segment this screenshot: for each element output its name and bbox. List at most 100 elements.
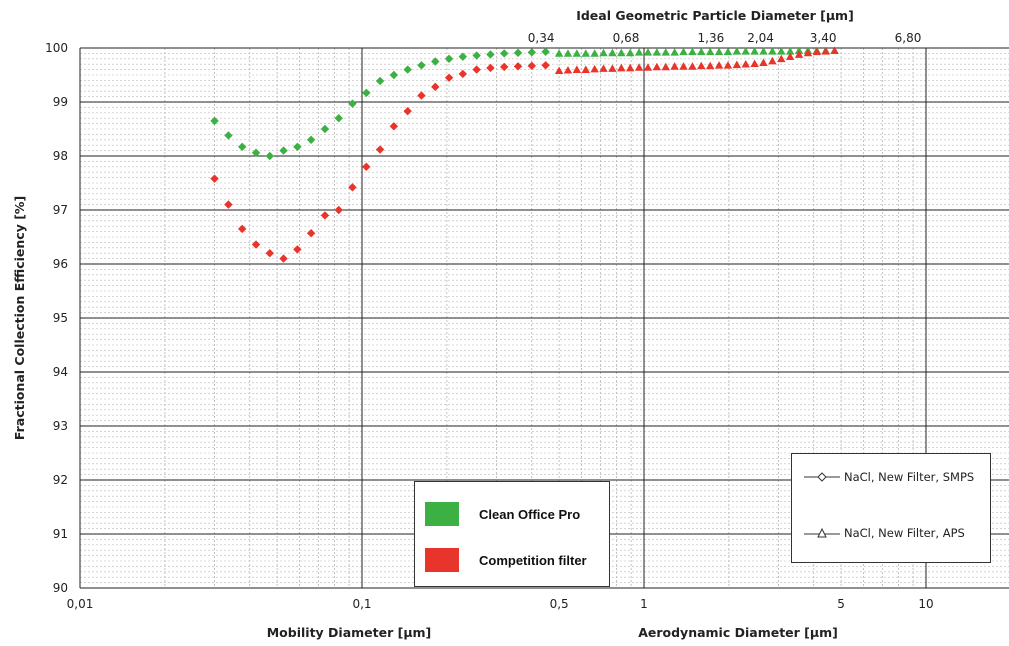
competition-filter-smps-point (431, 82, 440, 92)
competition-filter-aps-point (777, 54, 786, 63)
competition-filter-smps-point (251, 240, 261, 249)
clean-office-pro-smps-point (403, 65, 412, 74)
diamond-line-icon (804, 472, 840, 482)
clean-office-pro-smps-point (375, 76, 385, 86)
clean-office-pro-aps-point (652, 48, 662, 56)
clean-office-pro-aps-point (688, 47, 697, 56)
x-tick-label-top: 0,68 (613, 31, 640, 45)
clean-office-pro-aps-point (750, 47, 759, 55)
competition-filter-aps-point (652, 62, 662, 71)
clean-office-pro-smps-point (486, 50, 495, 59)
x-tick-label-bottom: 1 (640, 597, 648, 611)
clean-office-pro-aps-point (608, 48, 617, 57)
clean-office-pro-smps-point (279, 146, 288, 155)
competition-filter-aps-point (732, 60, 742, 69)
x-tick-label-top: 3,40 (810, 31, 837, 45)
competition-filter-aps-point (821, 47, 830, 55)
clean-office-pro-aps-point (625, 48, 635, 57)
competition-filter-smps-point (458, 69, 468, 79)
competition-filter-aps-point (581, 65, 590, 73)
competition-filter-aps-point (705, 61, 715, 70)
y-tick-label: 100 (45, 41, 68, 55)
competition-filter-smps-point (541, 61, 550, 70)
x-axis-title-aerodynamic: Aerodynamic Diameter [µm] (638, 625, 838, 640)
competition-filter-aps-point (714, 61, 724, 69)
competition-filter-aps-point (830, 46, 839, 55)
x-tick-label-bottom: 0,5 (550, 597, 569, 611)
legend-label: NaCl, New Filter, APS (844, 526, 965, 540)
x-tick-label-bottom: 10 (918, 597, 933, 611)
legend-swatch-red (425, 548, 459, 572)
clean-office-pro-aps-point (590, 49, 599, 57)
manufacturer-legend: Clean Office Pro Competition filter (414, 481, 610, 587)
clean-office-pro-aps-point (572, 49, 582, 57)
clean-office-pro-aps-point (714, 47, 724, 56)
competition-filter-aps-point (723, 61, 733, 69)
competition-filter-smps-point (238, 224, 247, 234)
clean-office-pro-aps-point (599, 48, 608, 57)
competition-filter-smps-point (403, 106, 412, 116)
clean-office-pro-aps-point (581, 49, 590, 57)
competition-filter-aps-point (750, 59, 759, 68)
major-gridlines (79, 47, 1009, 589)
competition-filter-smps-point (348, 183, 357, 192)
clean-office-pro-smps-point (334, 114, 343, 123)
competition-filter-aps-point (759, 58, 768, 66)
competition-filter-aps-point (785, 52, 795, 60)
legend-item-competition-filter: Competition filter (425, 548, 587, 572)
y-tick-label: 99 (53, 95, 68, 109)
competition-filter-smps-point (224, 200, 233, 209)
competition-filter-aps-point (661, 62, 670, 71)
competition-filter-aps-point (599, 64, 608, 72)
clean-office-pro-aps-point (697, 47, 706, 56)
clean-office-pro-aps-point (741, 47, 750, 55)
top-axis-title: Ideal Geometric Particle Diameter [µm] (576, 8, 854, 23)
tick-labels: 90 91 92 93 94 95 96 97 98 99 100 0,01 0,1 0,5 1 5 10 0,3… (45, 31, 934, 611)
clean-office-pro-aps-point (661, 48, 670, 56)
clean-office-pro-smps-point (444, 54, 454, 63)
y-tick-label: 98 (53, 149, 68, 163)
x-tick-label-top: 1,36 (698, 31, 725, 45)
clean-office-pro-aps-point (563, 49, 573, 57)
clean-office-pro-aps-point (670, 48, 679, 56)
legend-label: NaCl, New Filter, SMPS (844, 470, 975, 484)
clean-office-pro-aps-point (679, 47, 688, 56)
competition-filter-aps-point (679, 62, 688, 70)
x-tick-label-bottom: 5 (837, 597, 845, 611)
competition-filter-aps-point (572, 65, 582, 73)
competition-filter-smps-point (334, 205, 343, 215)
clean-office-pro-smps-point (500, 49, 509, 58)
clean-office-pro-aps-point (723, 47, 733, 56)
legend-label: Clean Office Pro (479, 506, 581, 522)
clean-office-pro-smps-point (513, 48, 523, 58)
clean-office-pro-smps-point (362, 88, 371, 98)
x-tick-label-top: 6,80 (895, 31, 922, 45)
competition-filter-aps-point (688, 62, 697, 70)
competition-filter-aps-point (590, 64, 599, 73)
competition-filter-smps-point (444, 73, 454, 82)
clean-office-pro-aps-point (705, 47, 715, 56)
x-tick-label-bottom: 0,01 (67, 597, 94, 611)
legend-item-smps: NaCl, New Filter, SMPS (804, 470, 974, 484)
competition-filter-smps-point (513, 62, 523, 71)
competition-filter-aps-point (812, 47, 822, 56)
clean-office-pro-smps-point (265, 151, 274, 161)
clean-office-pro-aps-point (759, 47, 768, 55)
competition-filter-smps-point (210, 174, 219, 183)
competition-filter-aps-point (794, 50, 804, 58)
competition-filter-smps-point (265, 249, 274, 258)
competition-filter-smps-point (472, 65, 481, 74)
competition-filter-aps-point (617, 63, 626, 72)
x-axis-title-mobility: Mobility Diameter [µm] (267, 625, 432, 640)
competition-filter-aps-point (643, 63, 653, 71)
x-tick-label-top: 2,04 (747, 31, 774, 45)
competition-filter-smps-point (527, 61, 537, 71)
competition-filter-aps-point (563, 65, 573, 74)
clean-office-pro-smps-point (251, 148, 261, 157)
competition-filter-smps-point (417, 91, 426, 100)
series-legend: NaCl, New Filter, SMPS NaCl, New Filter,… (791, 453, 991, 563)
y-tick-label: 96 (53, 257, 68, 271)
clean-office-pro-smps-point (238, 142, 247, 152)
clean-office-pro-aps-point (732, 47, 742, 55)
competition-filter-aps-point (670, 62, 679, 70)
